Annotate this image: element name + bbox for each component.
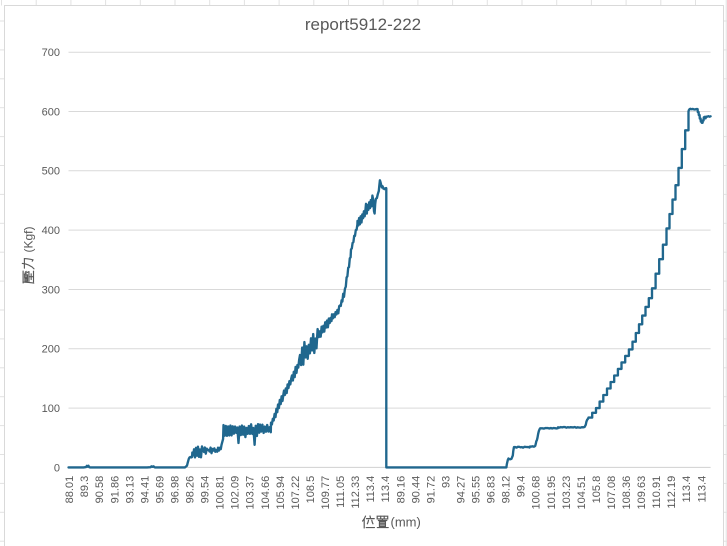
svg-text:113.4: 113.4 — [380, 476, 392, 503]
svg-text:91.86: 91.86 — [109, 476, 121, 504]
svg-text:95.55: 95.55 — [471, 476, 483, 504]
svg-text:108.36: 108.36 — [621, 476, 633, 510]
svg-text:90.44: 90.44 — [410, 476, 422, 504]
svg-text:100.68: 100.68 — [531, 476, 543, 510]
svg-text:99.54: 99.54 — [200, 476, 212, 504]
svg-text:(mm): (mm) — [391, 515, 421, 530]
svg-text:600: 600 — [42, 106, 60, 118]
svg-text:104.51: 104.51 — [576, 476, 588, 510]
svg-text:100.81: 100.81 — [215, 476, 227, 510]
svg-text:107.08: 107.08 — [606, 476, 618, 510]
svg-text:101.95: 101.95 — [546, 476, 558, 510]
svg-text:99.4: 99.4 — [516, 476, 528, 497]
svg-text:91.72: 91.72 — [425, 476, 437, 504]
svg-text:96.83: 96.83 — [486, 476, 498, 504]
svg-text:88.01: 88.01 — [64, 476, 76, 504]
svg-text:113.4: 113.4 — [681, 476, 693, 503]
svg-text:109.63: 109.63 — [636, 476, 648, 510]
svg-text:94.27: 94.27 — [456, 476, 468, 504]
svg-text:105.8: 105.8 — [591, 476, 603, 504]
svg-text:89.16: 89.16 — [395, 476, 407, 504]
svg-text:102.09: 102.09 — [230, 476, 242, 510]
svg-text:105.94: 105.94 — [275, 476, 287, 510]
svg-text:103.23: 103.23 — [561, 476, 573, 510]
svg-text:112.19: 112.19 — [666, 476, 678, 509]
svg-text:96.98: 96.98 — [170, 476, 182, 504]
svg-text:98.12: 98.12 — [501, 476, 513, 504]
svg-text:300: 300 — [42, 284, 60, 296]
svg-text:report5912-222: report5912-222 — [305, 15, 421, 34]
svg-text:103.37: 103.37 — [245, 476, 257, 510]
svg-text:90.58: 90.58 — [94, 476, 106, 504]
svg-text:500: 500 — [42, 166, 60, 178]
svg-text:93: 93 — [440, 476, 452, 488]
svg-text:(Kgf): (Kgf) — [21, 226, 35, 252]
svg-text:95.69: 95.69 — [154, 476, 166, 504]
svg-text:700: 700 — [42, 47, 60, 59]
svg-text:104.66: 104.66 — [260, 476, 272, 510]
svg-text:112.33: 112.33 — [350, 476, 362, 509]
svg-text:107.22: 107.22 — [290, 476, 302, 510]
svg-text:113.4: 113.4 — [365, 476, 377, 503]
svg-text:100: 100 — [42, 403, 60, 415]
svg-text:109.77: 109.77 — [320, 476, 332, 510]
svg-text:98.26: 98.26 — [185, 476, 197, 504]
svg-text:200: 200 — [42, 344, 60, 356]
svg-text:110.91: 110.91 — [651, 476, 663, 509]
svg-text:0: 0 — [54, 462, 60, 474]
svg-text:94.41: 94.41 — [139, 476, 151, 504]
svg-text:113.4: 113.4 — [696, 476, 708, 503]
svg-text:400: 400 — [42, 225, 60, 237]
svg-text:93.13: 93.13 — [124, 476, 136, 504]
svg-text:111.05: 111.05 — [335, 476, 347, 508]
svg-text:108.5: 108.5 — [305, 476, 317, 504]
svg-text:89.3: 89.3 — [79, 476, 91, 497]
